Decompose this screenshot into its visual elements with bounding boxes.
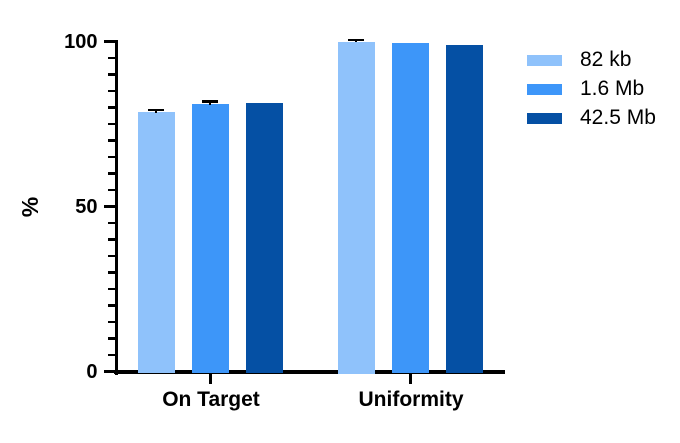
y-minor-tick [107, 106, 115, 109]
legend-item: 82 kb [527, 48, 632, 71]
y-minor-tick [107, 89, 115, 93]
legend-item: 1.6 Mb [527, 77, 645, 100]
y-tick-label: 100 [64, 30, 98, 53]
x-category-label: On Target [162, 388, 260, 411]
y-major-tick [103, 370, 115, 373]
y-minor-tick [107, 188, 115, 192]
y-minor-tick [107, 320, 115, 324]
y-tick-label: 50 [75, 195, 98, 218]
y-axis-line [114, 39, 118, 375]
y-minor-tick [107, 139, 115, 142]
x-category-tick [208, 373, 212, 384]
bar-42-5-mb-uniformity [445, 45, 483, 374]
y-minor-tick [107, 172, 115, 175]
y-major-tick [103, 205, 115, 208]
bar-82-kb-uniformity [337, 41, 375, 374]
error-bar-stem [355, 39, 357, 43]
x-axis-line [114, 369, 505, 374]
y-minor-tick [107, 287, 115, 291]
y-minor-tick [107, 73, 115, 76]
x-category-tick [408, 373, 412, 384]
y-minor-tick [107, 304, 115, 307]
x-category-label: Uniformity [358, 388, 464, 411]
legend-swatch [527, 112, 562, 124]
y-minor-tick [107, 238, 115, 241]
legend-label: 1.6 Mb [580, 77, 645, 100]
error-bar-cap [348, 38, 364, 42]
legend-label: 82 kb [580, 48, 632, 71]
error-bar-stem [155, 109, 157, 114]
error-bar-cap [202, 100, 218, 103]
bar-1-6-mb-on-target [191, 104, 229, 374]
y-minor-tick [107, 122, 115, 126]
legend-swatch [527, 83, 562, 95]
y-tick-label: 0 [86, 360, 98, 383]
bar-82-kb-on-target [137, 112, 175, 374]
legend-label: 42.5 Mb [580, 106, 656, 129]
y-minor-tick [107, 56, 115, 60]
y-minor-tick [107, 353, 115, 357]
legend-swatch [527, 54, 562, 66]
bar-42-5-mb-on-target [245, 103, 283, 374]
bar-1-6-mb-uniformity [391, 43, 429, 374]
error-bar-stem [209, 101, 211, 106]
y-minor-tick [107, 254, 115, 258]
y-major-tick [103, 40, 115, 43]
y-minor-tick [107, 337, 115, 340]
legend-item: 42.5 Mb [527, 106, 656, 129]
y-minor-tick [107, 271, 115, 274]
y-minor-tick [107, 221, 115, 225]
y-minor-tick [107, 155, 115, 159]
error-bar-cap [148, 108, 164, 112]
